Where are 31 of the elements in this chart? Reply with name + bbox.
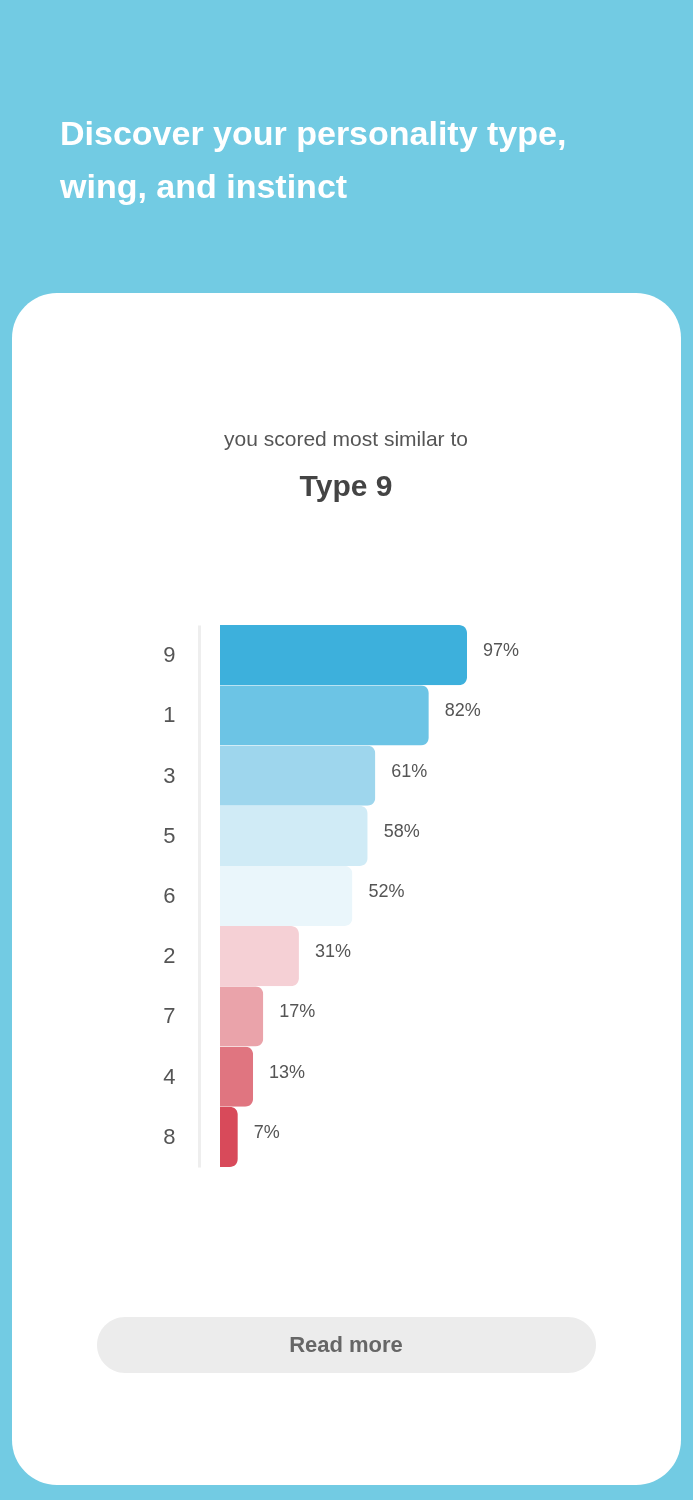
y-tick-label: 1 <box>163 702 176 728</box>
y-tick-label: 9 <box>163 642 176 668</box>
text: Type 9 <box>299 469 393 502</box>
bar <box>220 685 429 746</box>
y-tick-label: 6 <box>163 883 176 908</box>
bar <box>220 1046 254 1107</box>
data-label: 97% <box>483 640 520 661</box>
bar <box>220 745 376 806</box>
data-label: 17% <box>279 1001 316 1022</box>
data-label: 58% <box>383 820 420 841</box>
bar <box>220 865 353 927</box>
data-label: 7% <box>253 1121 280 1142</box>
data-label: 82% <box>444 700 481 721</box>
bar <box>220 805 368 866</box>
data-label: 61% <box>391 760 428 781</box>
y-tick-label: 4 <box>163 1063 176 1089</box>
bar <box>220 926 299 987</box>
y-tick-label: 5 <box>163 822 176 848</box>
text: Read more <box>289 1332 403 1357</box>
data-label: 31% <box>314 941 351 962</box>
bar <box>220 1106 238 1167</box>
y-tick-label: 7 <box>163 1003 176 1029</box>
bar <box>220 986 264 1047</box>
chart-subtitle: you scored most similar to <box>224 427 468 450</box>
chart-title: Discover your personality type, wing, and instinct <box>59 114 567 205</box>
y-tick-label: 2 <box>163 943 176 969</box>
y-tick-label: 8 <box>163 1123 176 1149</box>
y-tick-label: 3 <box>163 762 176 788</box>
data-label: 52% <box>368 881 405 901</box>
bar <box>220 625 467 686</box>
data-label: 13% <box>269 1061 306 1082</box>
